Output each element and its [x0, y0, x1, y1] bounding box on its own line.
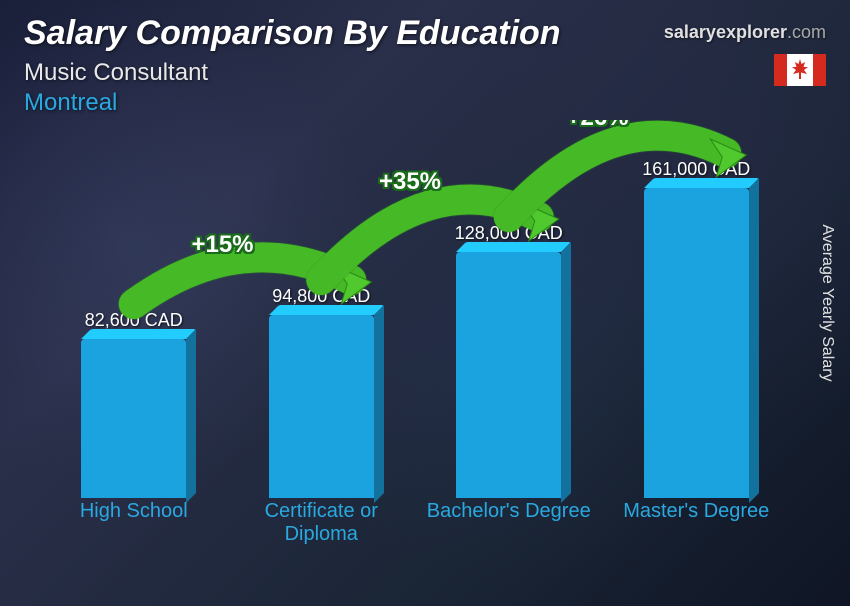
category-label: High School — [49, 500, 219, 546]
chart-area: 82,600 CAD 94,800 CAD 128,000 CAD 161,000 C… — [40, 120, 790, 546]
bar-group: 82,600 CAD — [49, 310, 219, 498]
chart-location: Montreal — [24, 89, 561, 117]
bar-value-label: 128,000 CAD — [455, 223, 563, 244]
yaxis-label: Average Yearly Salary — [818, 224, 836, 381]
chart-subtitle: Music Consultant — [24, 59, 561, 87]
bar — [81, 339, 186, 498]
bars-container: 82,600 CAD 94,800 CAD 128,000 CAD 161,000 C… — [40, 120, 790, 498]
bar-value-label: 94,800 CAD — [272, 286, 370, 307]
category-label: Bachelor's Degree — [424, 500, 594, 546]
bar-group: 161,000 CAD — [611, 159, 781, 498]
bar — [644, 188, 749, 498]
bar-group: 94,800 CAD — [236, 286, 406, 498]
bar-value-label: 82,600 CAD — [85, 310, 183, 331]
chart-title: Salary Comparison By Education — [24, 14, 561, 53]
header: Salary Comparison By Education Music Con… — [24, 14, 561, 117]
bar-group: 128,000 CAD — [424, 223, 594, 498]
bar-value-label: 161,000 CAD — [642, 159, 750, 180]
bar — [456, 252, 561, 498]
watermark: salaryexplorer.com — [664, 22, 826, 43]
watermark-suffix: .com — [787, 22, 826, 42]
xlabels-container: High School Certificate or Diploma Bachelo… — [40, 500, 790, 546]
category-label: Certificate or Diploma — [236, 500, 406, 546]
watermark-main: salaryexplorer — [664, 22, 787, 42]
bar — [269, 315, 374, 498]
category-label: Master's Degree — [611, 500, 781, 546]
canada-flag-icon — [774, 54, 826, 86]
